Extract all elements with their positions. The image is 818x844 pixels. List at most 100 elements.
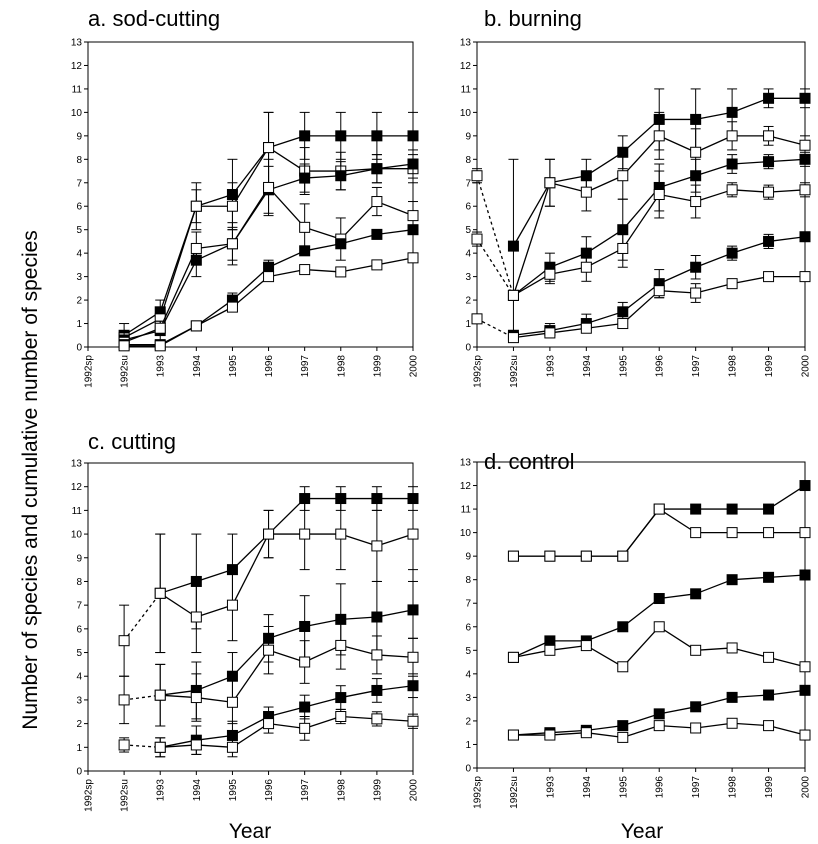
series-line [732, 722, 769, 727]
series-line [304, 715, 341, 729]
series-6-open [471, 271, 811, 344]
x-tick-label: 1992su [120, 355, 131, 388]
series-line [658, 135, 696, 153]
data-point [507, 289, 519, 301]
series-line [658, 266, 696, 285]
series-line [268, 147, 306, 172]
data-point [763, 156, 775, 168]
series-line [159, 325, 197, 347]
data-point [653, 189, 665, 200]
y-tick-label: 2 [76, 719, 82, 730]
series-line [232, 723, 269, 748]
data-point [154, 322, 166, 334]
series-line [695, 722, 733, 729]
series-line [196, 675, 233, 692]
data-point [653, 708, 665, 720]
series-line [695, 696, 733, 708]
series-line [195, 299, 233, 327]
x-tick-label: 1992su [509, 355, 520, 388]
series-line [586, 175, 624, 193]
series-line [659, 706, 696, 715]
series-line [732, 694, 769, 699]
series-line [513, 266, 551, 296]
data-point [190, 739, 202, 751]
data-point [154, 340, 166, 352]
series-line [513, 640, 551, 658]
data-point [690, 146, 702, 158]
series-line [695, 189, 733, 203]
series-line [123, 592, 161, 642]
series-line [376, 718, 414, 722]
series-line [549, 327, 587, 334]
data-point [118, 340, 130, 352]
series-line [123, 327, 161, 343]
series-line [196, 243, 233, 261]
x-tick-label: 1999 [372, 779, 383, 802]
x-tick-label: 1996 [264, 779, 275, 802]
data-point [690, 170, 702, 182]
series-line [231, 147, 270, 195]
x-tick-label: 1993 [545, 355, 556, 378]
data-point [726, 158, 738, 170]
series-line [268, 187, 306, 228]
series-line [768, 725, 806, 736]
series-line [196, 243, 233, 250]
series-line [768, 484, 806, 510]
data-point [371, 611, 383, 623]
series-line [695, 163, 733, 177]
x-tick-label: 1997 [691, 355, 702, 378]
data-point [507, 550, 519, 562]
series-line [622, 713, 660, 727]
x-tick-label: 1999 [764, 776, 775, 799]
data-point [653, 621, 665, 633]
data-point [690, 113, 702, 125]
series-line [196, 568, 233, 583]
x-tick-label: 1994 [192, 779, 203, 802]
series-line [549, 182, 587, 193]
x-tick-label: 1995 [618, 776, 629, 799]
series-line [513, 332, 550, 339]
data-point [118, 739, 130, 751]
x-tick-label: 1996 [264, 355, 275, 378]
y-tick-label: 7 [465, 178, 471, 189]
x-tick-label: 1997 [691, 776, 702, 799]
y-tick-label: 9 [76, 553, 82, 564]
y-tick-label: 0 [465, 764, 471, 775]
data-point [763, 720, 775, 732]
series-1-filled [154, 486, 419, 654]
series-line [124, 694, 161, 701]
series-line [196, 306, 233, 327]
series-line [268, 135, 305, 149]
data-point [580, 322, 592, 334]
data-point [371, 130, 383, 142]
y-tick-label: 12 [71, 482, 83, 493]
series-line [476, 175, 515, 296]
data-point [407, 528, 419, 540]
series-line [376, 163, 414, 170]
data-point [335, 692, 347, 704]
series-line [196, 744, 233, 748]
data-point [617, 621, 629, 633]
series-line [549, 729, 587, 734]
series-line [231, 649, 270, 703]
y-tick-label: 5 [465, 225, 471, 236]
series-line [768, 158, 806, 163]
y-tick-label: 1 [465, 740, 471, 751]
data-point [226, 599, 238, 611]
series-line [513, 329, 550, 336]
series-line [658, 508, 697, 534]
data-point [407, 715, 419, 727]
y-tick-label: 1 [465, 319, 471, 330]
data-point [335, 528, 347, 540]
data-point [407, 130, 419, 142]
data-point [726, 278, 738, 290]
series-line [549, 322, 587, 332]
series-line [268, 649, 305, 663]
data-point [799, 729, 811, 741]
x-tick-label: 1993 [156, 355, 167, 378]
data-point [263, 181, 275, 193]
x-tick-label: 1994 [582, 355, 593, 378]
series-line [731, 647, 769, 658]
data-point [690, 644, 702, 656]
